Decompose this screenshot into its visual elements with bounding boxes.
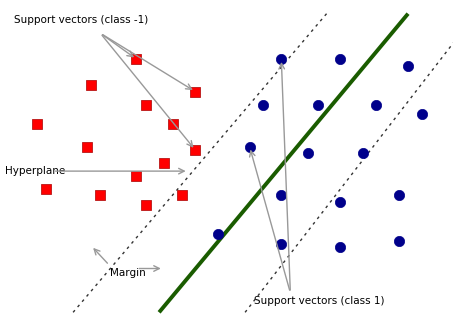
Text: Hyperplane: Hyperplane xyxy=(5,166,65,176)
Point xyxy=(160,160,167,166)
Point xyxy=(395,238,403,244)
Point xyxy=(246,144,253,149)
Point xyxy=(336,199,344,204)
Point xyxy=(178,193,185,198)
Point xyxy=(278,242,285,247)
Text: Support vectors (class -1): Support vectors (class -1) xyxy=(14,15,148,25)
Point xyxy=(314,102,321,107)
Point xyxy=(88,82,95,88)
Point xyxy=(405,63,412,68)
Point xyxy=(192,89,199,94)
Point xyxy=(373,102,380,107)
Point xyxy=(142,102,149,107)
Point xyxy=(169,122,176,127)
Point xyxy=(97,193,104,198)
Point xyxy=(359,151,366,156)
Text: Margin: Margin xyxy=(109,269,145,278)
Point xyxy=(278,56,285,62)
Point xyxy=(260,102,267,107)
Point xyxy=(33,122,40,127)
Point xyxy=(42,186,49,192)
Point xyxy=(278,193,285,198)
Text: Support vectors (class 1): Support vectors (class 1) xyxy=(254,296,385,306)
Point xyxy=(418,112,425,117)
Point xyxy=(133,56,140,62)
Point xyxy=(192,147,199,153)
Point xyxy=(336,245,344,250)
Point xyxy=(142,202,149,208)
Point xyxy=(214,232,222,237)
Point xyxy=(395,193,403,198)
Point xyxy=(336,56,344,62)
Point xyxy=(83,144,90,149)
Point xyxy=(305,151,312,156)
Point xyxy=(133,173,140,179)
